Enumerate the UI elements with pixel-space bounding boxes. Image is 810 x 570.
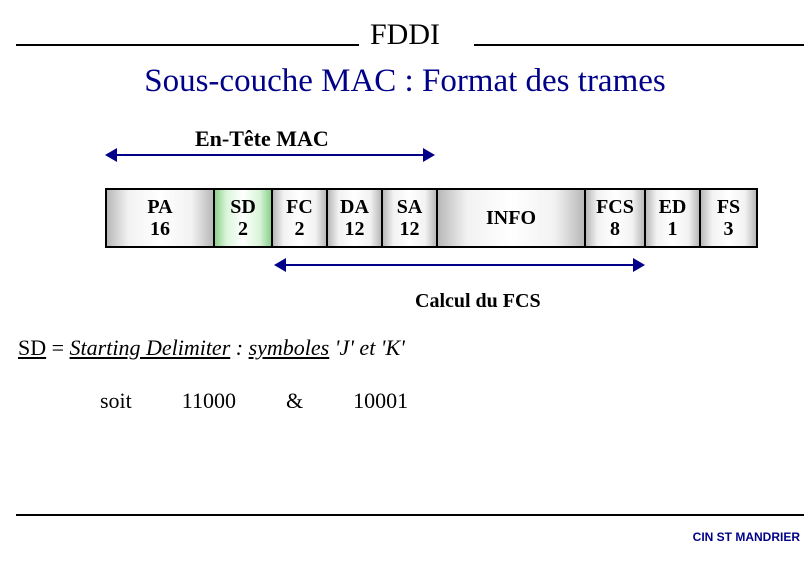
field-size: 16	[150, 218, 170, 240]
field-name: FC	[286, 196, 313, 218]
soit-row: soit 11000 & 10001	[100, 388, 408, 414]
field-name: INFO	[486, 207, 536, 229]
field-name: PA	[147, 196, 172, 218]
frame-field-fcs: FCS8	[586, 190, 646, 246]
field-size: 3	[724, 218, 734, 240]
field-size: 2	[238, 218, 248, 240]
page-subtitle: Sous-couche MAC : Format des trames	[0, 63, 810, 100]
frame-field-sd: SD2	[215, 190, 273, 246]
footer-rule	[16, 514, 804, 516]
frame-field-fs: FS3	[701, 190, 756, 246]
sd-tail: 'J' et 'K'	[329, 335, 405, 360]
entete-mac-arrow	[105, 148, 435, 162]
frame-field-sa: SA12	[383, 190, 438, 246]
sd-definition-line: SD = Starting Delimiter : symboles 'J' e…	[18, 335, 405, 361]
sd-symboles: symboles	[249, 335, 330, 360]
frame-field-ed: ED1	[646, 190, 701, 246]
soit-label: soit	[100, 388, 132, 414]
field-name: SA	[397, 196, 423, 218]
page-header-title: FDDI	[0, 18, 810, 52]
soit-code1: 11000	[182, 388, 236, 414]
sd-expansion: Starting Delimiter	[70, 335, 231, 360]
frame-field-da: DA12	[328, 190, 383, 246]
field-name: ED	[659, 196, 687, 218]
frame-fields-row: PA16SD2FC2DA12SA12INFOFCS8ED1FS3	[105, 188, 758, 248]
frame-field-pa: PA16	[107, 190, 215, 246]
field-size: 12	[400, 218, 420, 240]
field-name: FCS	[596, 196, 634, 218]
field-name: FS	[717, 196, 740, 218]
field-size: 1	[668, 218, 678, 240]
footer-text: CIN ST MANDRIER	[693, 530, 800, 544]
sd-abbr: SD	[18, 335, 46, 360]
soit-amp: &	[286, 388, 303, 414]
field-size: 8	[610, 218, 620, 240]
frame-field-fc: FC2	[273, 190, 328, 246]
soit-code2: 10001	[353, 388, 408, 414]
calcul-fcs-label: Calcul du FCS	[415, 290, 541, 313]
field-name: SD	[230, 196, 256, 218]
sd-sep: :	[230, 335, 248, 360]
field-size: 2	[295, 218, 305, 240]
field-size: 12	[345, 218, 365, 240]
field-name: DA	[340, 196, 369, 218]
frame-field-info: INFO	[438, 190, 586, 246]
calcul-fcs-arrow	[274, 258, 645, 272]
